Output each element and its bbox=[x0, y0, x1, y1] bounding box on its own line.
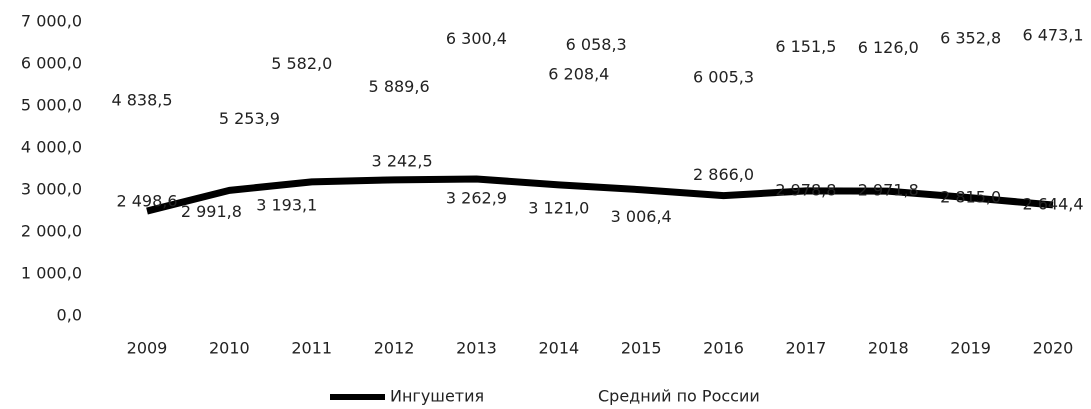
x-tick-label: 2019 bbox=[950, 339, 991, 358]
x-tick-label: 2014 bbox=[538, 339, 579, 358]
data-label: 3 006,4 bbox=[611, 207, 672, 226]
data-label: 2 971,8 bbox=[858, 181, 919, 200]
x-tick-label: 2010 bbox=[209, 339, 250, 358]
data-label: 2 644,4 bbox=[1022, 194, 1083, 213]
y-tick-label: 0,0 bbox=[57, 306, 82, 325]
data-label: 6 300,4 bbox=[446, 29, 507, 48]
data-label: 6 151,5 bbox=[775, 37, 836, 56]
data-label: 6 473,1 bbox=[1022, 26, 1083, 45]
x-tick-label: 2009 bbox=[127, 339, 168, 358]
data-label: 2 978,8 bbox=[775, 180, 836, 199]
data-label: 6 208,4 bbox=[548, 65, 609, 84]
data-label: 6 005,3 bbox=[693, 67, 754, 86]
data-label: 5 253,9 bbox=[219, 109, 280, 128]
data-label: 3 262,9 bbox=[446, 188, 507, 207]
x-tick-label: 2016 bbox=[703, 339, 744, 358]
x-tick-label: 2015 bbox=[621, 339, 662, 358]
x-tick-label: 2018 bbox=[868, 339, 909, 358]
y-tick-label: 7 000,0 bbox=[21, 12, 82, 31]
data-label: 6 352,8 bbox=[940, 29, 1001, 48]
data-label: 3 242,5 bbox=[372, 151, 433, 170]
legend-label: Ингушетия bbox=[390, 387, 484, 406]
legend-label: Средний по России bbox=[598, 387, 760, 406]
y-tick-label: 1 000,0 bbox=[21, 264, 82, 283]
data-label: 6 058,3 bbox=[566, 35, 627, 54]
y-tick-label: 4 000,0 bbox=[21, 138, 82, 157]
data-label: 4 838,5 bbox=[111, 90, 172, 109]
x-tick-label: 2011 bbox=[291, 339, 332, 358]
line-series bbox=[146, 40, 1054, 117]
data-label: 6 126,0 bbox=[858, 38, 919, 57]
y-tick-label: 5 000,0 bbox=[21, 96, 82, 115]
data-label: 2 815,0 bbox=[940, 187, 1001, 206]
x-tick-label: 2020 bbox=[1033, 339, 1074, 358]
y-tick-label: 2 000,0 bbox=[21, 222, 82, 241]
data-label: 2 498,6 bbox=[116, 192, 177, 211]
x-tick-label: 2013 bbox=[456, 339, 497, 358]
data-label: 5 889,6 bbox=[369, 77, 430, 96]
y-tick-label: 6 000,0 bbox=[21, 54, 82, 73]
x-tick-label: 2012 bbox=[374, 339, 415, 358]
data-label: 3 193,1 bbox=[256, 195, 317, 214]
data-label: 5 582,0 bbox=[271, 54, 332, 73]
y-tick-label: 3 000,0 bbox=[21, 180, 82, 199]
line-series bbox=[146, 175, 1054, 215]
data-label: 2 991,8 bbox=[181, 202, 242, 221]
x-tick-label: 2017 bbox=[786, 339, 827, 358]
data-label: 3 121,0 bbox=[528, 198, 589, 217]
data-label: 2 866,0 bbox=[693, 165, 754, 184]
